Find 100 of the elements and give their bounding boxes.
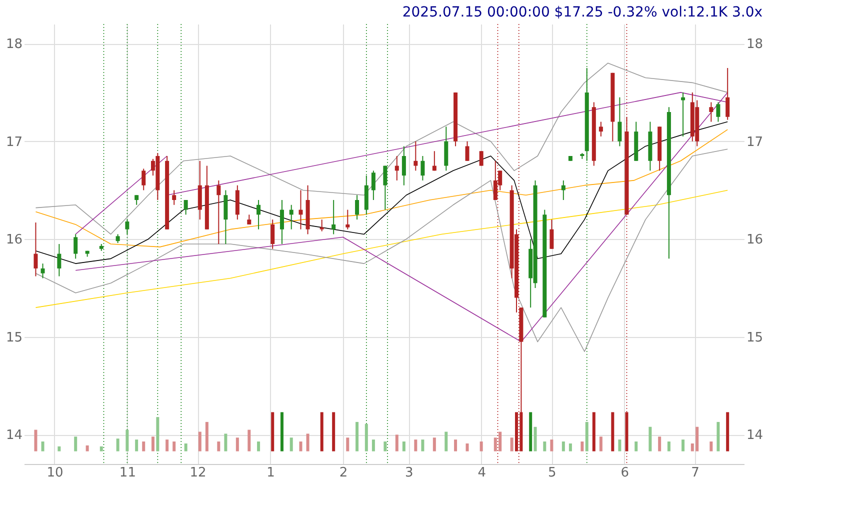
candlestick xyxy=(716,102,720,122)
candlestick xyxy=(465,140,470,162)
candlestick xyxy=(355,194,360,220)
bar xyxy=(466,443,469,452)
bar xyxy=(726,412,730,452)
bar xyxy=(172,442,176,452)
bar xyxy=(198,432,202,452)
candlestick xyxy=(34,222,38,277)
bar xyxy=(126,430,129,452)
bar xyxy=(306,434,310,452)
candlestick xyxy=(172,190,176,206)
candlestick xyxy=(432,150,436,172)
bar xyxy=(184,443,188,452)
bar xyxy=(58,446,61,452)
bar xyxy=(384,442,387,452)
y2-tick-label: 16 xyxy=(746,232,764,248)
x-tick-label: 2 xyxy=(339,466,348,480)
bar xyxy=(580,442,584,452)
line-series xyxy=(35,129,728,248)
bar xyxy=(100,446,103,452)
bar xyxy=(166,440,169,452)
bar xyxy=(585,422,588,452)
bar xyxy=(116,438,120,452)
x-tick-label: 10 xyxy=(46,466,64,480)
bar xyxy=(421,440,424,452)
bar xyxy=(550,440,554,452)
candlestick xyxy=(414,140,418,172)
bar xyxy=(248,430,251,452)
bar xyxy=(299,442,302,452)
bar xyxy=(510,438,514,452)
bar xyxy=(562,442,565,452)
bar xyxy=(236,438,239,452)
x-tick-label: 1 xyxy=(266,466,275,480)
bar xyxy=(257,442,260,452)
candlestick xyxy=(346,209,350,230)
line-series xyxy=(75,92,728,342)
x-tick-label: 3 xyxy=(404,466,414,480)
bar xyxy=(480,442,483,452)
bar xyxy=(568,443,572,452)
candlestick xyxy=(726,68,730,120)
bar xyxy=(224,434,228,452)
candlestick xyxy=(184,200,188,216)
x-tick-label: 11 xyxy=(119,466,136,480)
y2-tick-label: 15 xyxy=(746,330,764,346)
x-tick-label: 7 xyxy=(691,466,700,480)
candlestick xyxy=(216,180,221,244)
candlestick xyxy=(479,150,484,166)
bar xyxy=(156,417,160,452)
bar xyxy=(682,440,685,452)
y-tick-label: 16 xyxy=(6,232,22,248)
bar xyxy=(611,412,614,452)
bar xyxy=(648,426,652,452)
bar xyxy=(74,436,78,452)
bar xyxy=(142,442,146,452)
y-tick-label: 14 xyxy=(6,428,22,444)
candlestick xyxy=(320,219,324,232)
candlestick xyxy=(289,204,294,230)
bar xyxy=(716,422,720,452)
bar xyxy=(346,438,350,452)
y-tick-label: 15 xyxy=(6,330,22,346)
bar xyxy=(41,442,44,452)
candlestick xyxy=(298,190,303,230)
line-series xyxy=(35,190,728,308)
candlestick xyxy=(40,263,45,279)
bar xyxy=(529,412,532,452)
y-tick-label: 18 xyxy=(6,37,22,52)
bar xyxy=(402,442,406,452)
line-series xyxy=(35,121,728,264)
bar xyxy=(667,442,670,452)
bar xyxy=(444,432,448,452)
bar xyxy=(271,412,274,452)
bar xyxy=(217,442,220,452)
candlestick xyxy=(550,219,554,250)
bar xyxy=(618,440,622,452)
bar xyxy=(135,440,138,452)
candlestick xyxy=(74,234,78,260)
bar xyxy=(599,436,602,452)
bar xyxy=(432,438,436,452)
candlestick xyxy=(420,156,425,181)
candlestick xyxy=(394,156,399,181)
bar xyxy=(151,436,154,452)
candlestick xyxy=(332,200,336,235)
bar xyxy=(34,430,38,452)
chart-title: 2025.07.15 00:00:00 $17.25 -0.32% vol:12.1K 3.0x xyxy=(402,4,763,21)
candlestick xyxy=(709,102,714,122)
x-tick-label: 6 xyxy=(620,466,630,480)
bar xyxy=(634,442,638,452)
bar xyxy=(205,422,208,452)
bar xyxy=(86,445,89,452)
x-tick-label: 4 xyxy=(478,466,486,480)
candlestick xyxy=(142,168,146,191)
candlestick xyxy=(681,92,686,137)
candlestick xyxy=(247,214,252,225)
bar xyxy=(395,434,398,452)
candlestick xyxy=(598,121,603,137)
bar xyxy=(364,424,368,452)
line-series xyxy=(35,62,728,235)
bar xyxy=(534,426,537,452)
bar xyxy=(280,412,284,452)
candlestick xyxy=(618,96,622,147)
